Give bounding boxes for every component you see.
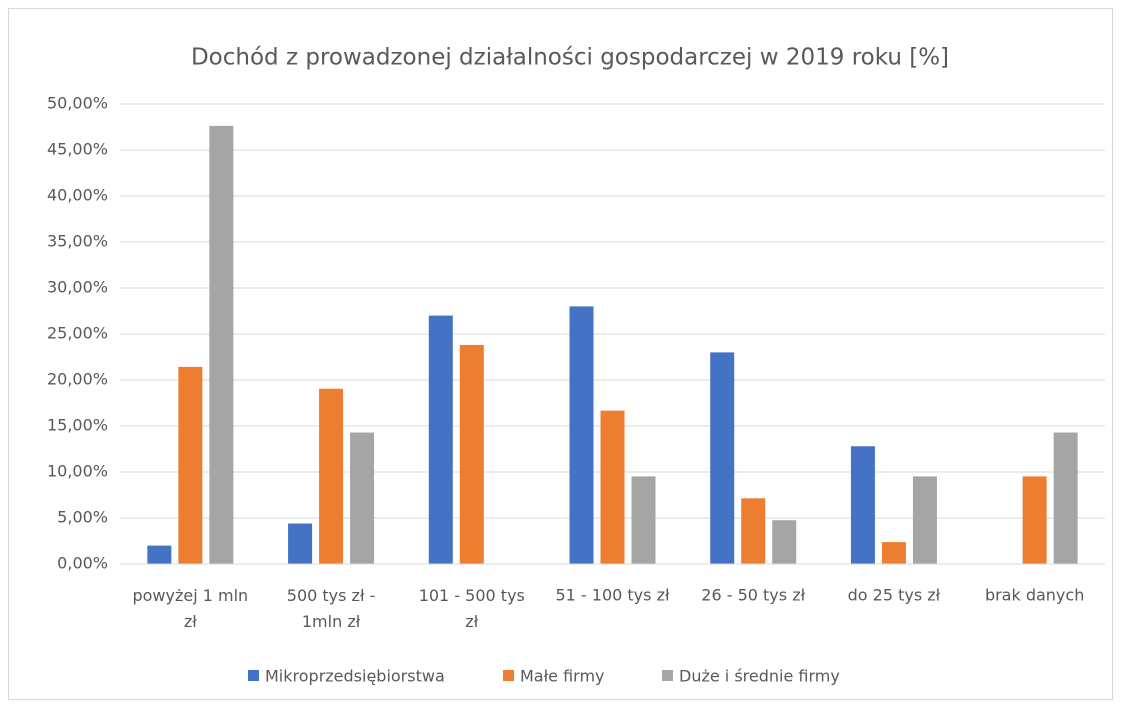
y-tick-label: 30,00%	[47, 278, 108, 297]
x-tick-label: 500 tys zł -1mln zł	[287, 586, 376, 631]
y-tick-label: 10,00%	[47, 462, 108, 481]
bar	[319, 388, 344, 564]
bar	[288, 523, 313, 564]
chart-frame	[8, 8, 1113, 700]
bar	[209, 125, 234, 565]
chart-title: Dochód z prowadzonej działalności gospod…	[191, 45, 949, 71]
y-tick-label: 25,00%	[47, 324, 108, 343]
bar	[850, 446, 875, 564]
bar	[1053, 432, 1078, 564]
x-tick-label: 26 - 50 tys zł	[701, 586, 805, 605]
y-tick-label: 20,00%	[47, 370, 108, 389]
bar	[428, 315, 453, 564]
y-tick-label: 5,00%	[57, 508, 108, 527]
bar	[178, 366, 203, 564]
x-tick-label: 51 - 100 tys zł	[555, 586, 669, 605]
x-tick-label: powyżej 1 mln zł	[132, 586, 248, 631]
legend-label: Małe firmy	[520, 667, 605, 686]
legend-label: Mikroprzedsiębiorstwa	[265, 667, 445, 686]
bar	[569, 306, 594, 564]
bar	[350, 432, 375, 564]
bar	[881, 542, 906, 564]
bar	[772, 520, 797, 564]
bar	[147, 545, 172, 564]
legend-swatch	[662, 670, 673, 681]
x-tick-label: brak danych	[985, 586, 1084, 605]
y-tick-label: 0,00%	[57, 554, 108, 573]
y-tick-label: 50,00%	[47, 94, 108, 113]
bar	[459, 344, 484, 564]
legend-swatch	[503, 670, 514, 681]
x-tick-label: 101 - 500 tys zł	[419, 586, 525, 631]
legend-label: Duże i średnie firmy	[679, 667, 840, 686]
bar	[741, 498, 766, 564]
legend-swatch	[248, 670, 259, 681]
bar	[600, 410, 625, 564]
x-tick-label: do 25 tys zł	[848, 586, 941, 605]
y-tick-label: 35,00%	[47, 232, 108, 251]
bar	[631, 476, 656, 564]
bar	[912, 476, 937, 564]
bar	[710, 352, 735, 564]
y-tick-label: 45,00%	[47, 140, 108, 159]
bar	[1022, 476, 1047, 564]
y-tick-label: 40,00%	[47, 186, 108, 205]
y-tick-label: 15,00%	[47, 416, 108, 435]
